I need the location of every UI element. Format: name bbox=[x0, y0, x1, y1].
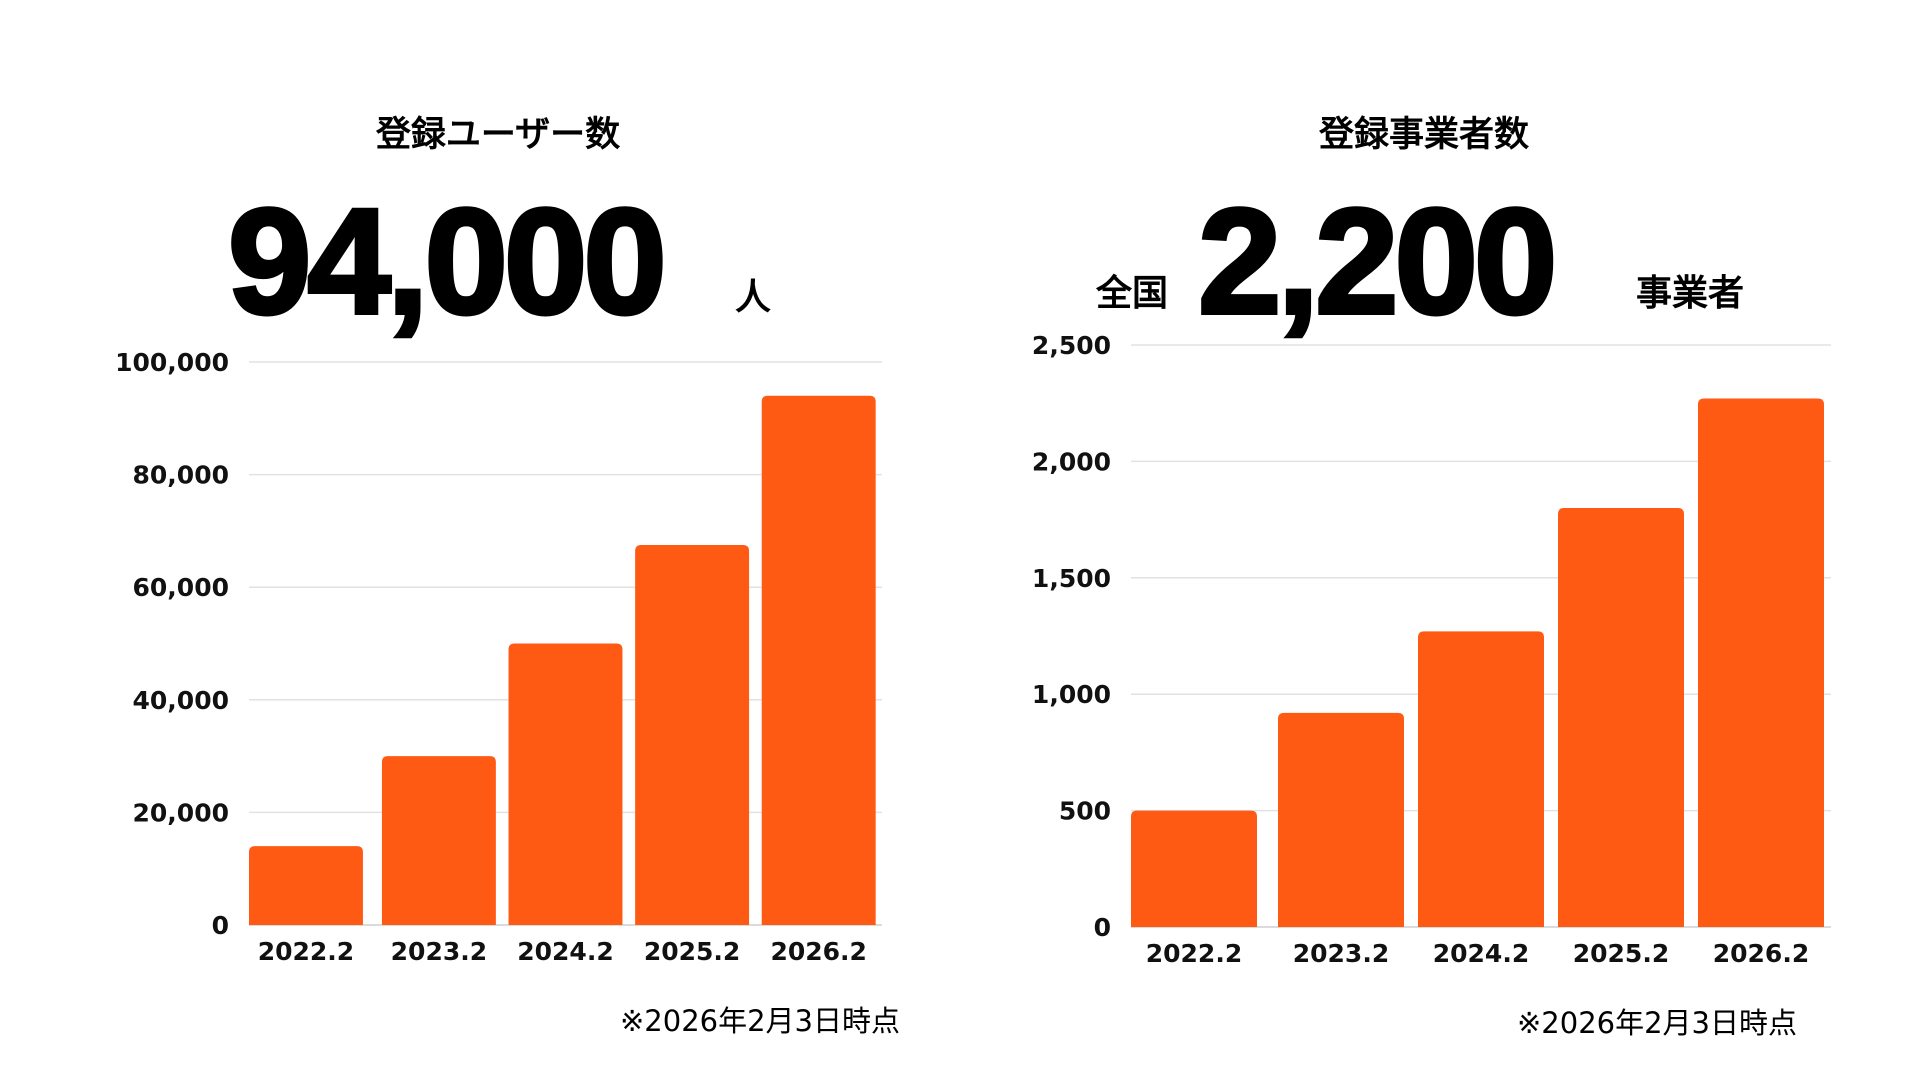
y-tick-label: 40,000 bbox=[133, 686, 229, 715]
bar-2026.2 bbox=[761, 395, 876, 925]
x-tick-label: 2023.2 bbox=[1293, 939, 1389, 968]
y-tick-label: 2,500 bbox=[1032, 331, 1111, 360]
right-headline-unit: 事業者 bbox=[1636, 273, 1745, 314]
left-headline-value: 94,000 bbox=[226, 177, 669, 345]
left-footnote: ※2026年2月3日時点 bbox=[620, 1004, 901, 1038]
left-chart-title: 登録ユーザー数 bbox=[375, 115, 621, 155]
x-tick-label: 2025.2 bbox=[644, 937, 740, 966]
y-tick-label: 20,000 bbox=[133, 798, 229, 827]
y-tick-label: 500 bbox=[1059, 797, 1111, 826]
bar-2026.2 bbox=[1698, 398, 1824, 927]
y-tick-label: 0 bbox=[1094, 913, 1111, 942]
right-headline-value: 2,200 bbox=[1196, 177, 1559, 345]
x-tick-label: 2026.2 bbox=[1713, 939, 1809, 968]
right-chart-title: 登録事業者数 bbox=[1318, 115, 1530, 155]
bar-2025.2 bbox=[635, 544, 750, 925]
right-footnote: ※2026年2月3日時点 bbox=[1517, 1006, 1798, 1040]
y-tick-label: 60,000 bbox=[133, 573, 229, 602]
x-tick-label: 2026.2 bbox=[770, 937, 866, 966]
x-tick-label: 2024.2 bbox=[517, 937, 613, 966]
bar-2022.2 bbox=[1131, 810, 1257, 927]
y-tick-label: 80,000 bbox=[133, 461, 229, 490]
bar-2023.2 bbox=[1278, 712, 1404, 927]
bar-2024.2 bbox=[508, 643, 623, 925]
y-tick-label: 1,000 bbox=[1032, 680, 1111, 709]
y-tick-label: 0 bbox=[212, 911, 229, 940]
bar-2023.2 bbox=[381, 756, 496, 925]
y-tick-label: 2,000 bbox=[1032, 447, 1111, 476]
left-headline-unit: 人 bbox=[735, 277, 772, 318]
x-tick-label: 2024.2 bbox=[1433, 939, 1529, 968]
y-tick-label: 1,500 bbox=[1032, 564, 1111, 593]
bar-2024.2 bbox=[1418, 631, 1544, 927]
x-tick-label: 2022.2 bbox=[258, 937, 354, 966]
y-tick-label: 100,000 bbox=[115, 348, 229, 377]
bar-2025.2 bbox=[1558, 507, 1684, 927]
x-tick-label: 2025.2 bbox=[1573, 939, 1669, 968]
x-tick-label: 2023.2 bbox=[391, 937, 487, 966]
bar-2022.2 bbox=[249, 846, 363, 925]
x-tick-label: 2022.2 bbox=[1146, 939, 1242, 968]
right-headline-prefix: 全国 bbox=[1096, 273, 1169, 314]
